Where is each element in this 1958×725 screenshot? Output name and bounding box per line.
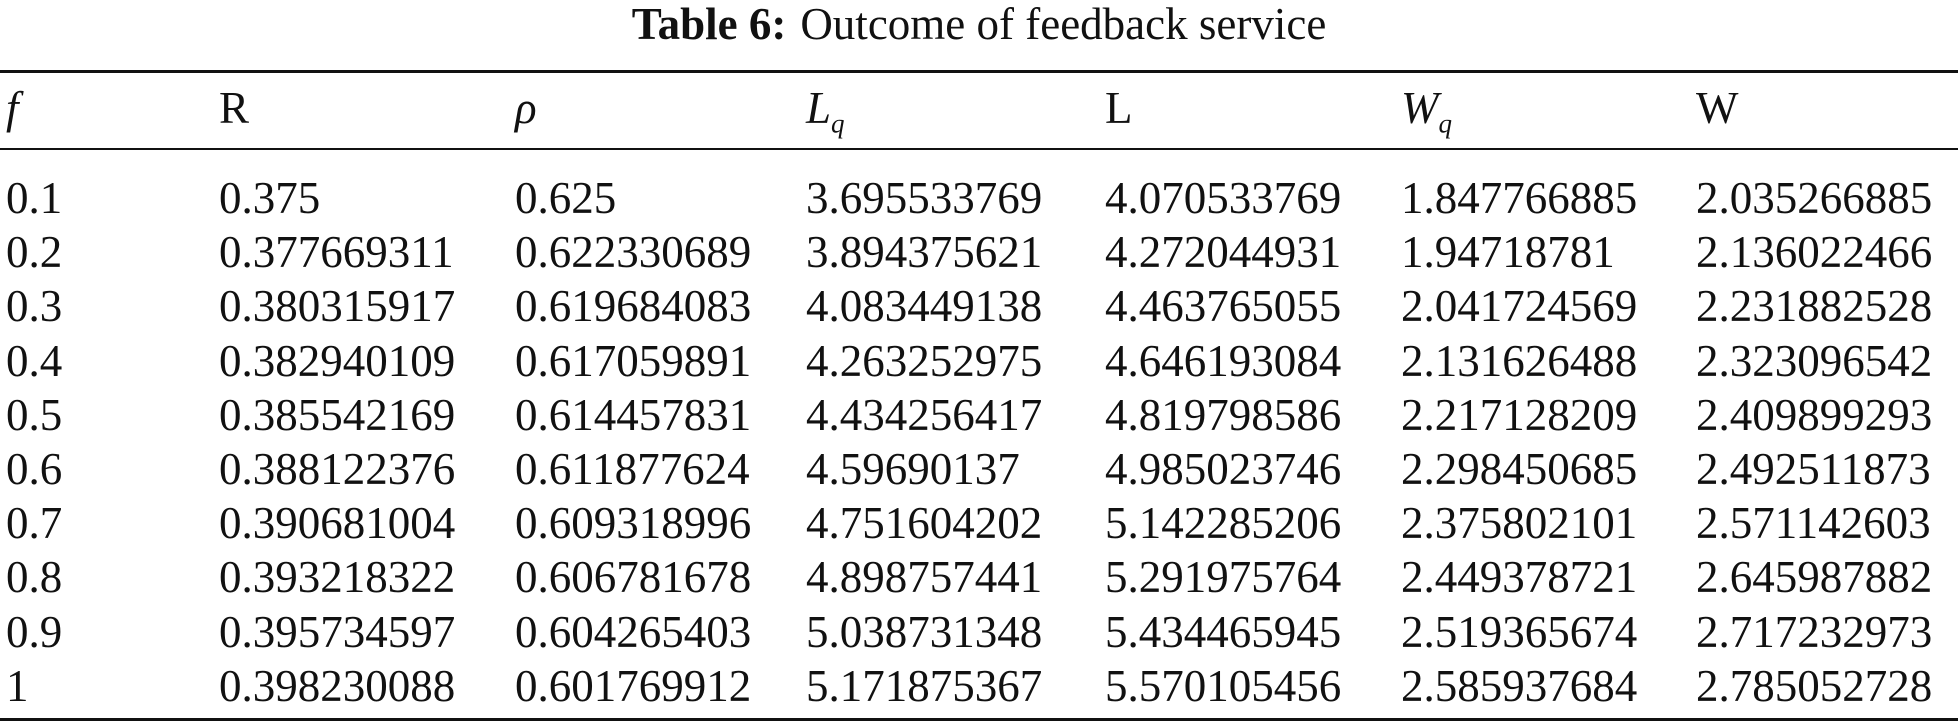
table-cell: 0.614457831: [515, 389, 752, 440]
header-subscript: q: [1438, 108, 1453, 139]
header-text: ρ: [515, 83, 537, 133]
header-cell: R: [219, 86, 249, 131]
table-cell: 2.041724569: [1401, 281, 1638, 332]
table-cell: 0.380315917: [219, 281, 456, 332]
table-cell: 0.377669311: [219, 227, 454, 278]
header-cell: Lq: [806, 86, 845, 137]
header-rule: [0, 148, 1958, 150]
table-cell: 2.519365674: [1401, 606, 1638, 657]
table-cell: 0.393218322: [219, 552, 456, 603]
table-cell: 1.94718781: [1401, 227, 1615, 278]
table-cell: 4.434256417: [806, 389, 1043, 440]
table-cell: 2.571142603: [1696, 498, 1931, 549]
table-cell: 2.449378721: [1401, 552, 1638, 603]
table-cell: 0.601769912: [515, 660, 752, 711]
table-cell: 4.985023746: [1105, 444, 1342, 494]
table-cell: 4.898757441: [806, 552, 1043, 603]
header-text: W: [1696, 83, 1739, 133]
table-cell: 0.1: [6, 173, 63, 223]
table-cell: 0.375: [219, 173, 321, 223]
table-cell: 0.611877624: [515, 444, 750, 494]
table-cell: 2.217128209: [1401, 389, 1638, 440]
table-cell: 5.570105456: [1105, 660, 1342, 711]
table-cell: 4.263252975: [806, 335, 1043, 386]
header-cell: L: [1105, 86, 1133, 131]
table-cell: 0.4: [6, 335, 63, 386]
table-cell: 5.434465945: [1105, 606, 1342, 657]
table-cell: 5.291975764: [1105, 552, 1342, 603]
bottom-rule: [0, 718, 1958, 721]
table-cell: 4.646193084: [1105, 335, 1342, 386]
table-cell: 2.492511873: [1696, 444, 1931, 494]
table-cell: 4.819798586: [1105, 389, 1342, 440]
header-text: R: [219, 83, 250, 133]
table-cell: 0.6: [6, 444, 63, 494]
table-cell: 4.070533769: [1105, 173, 1342, 223]
table-cell: 2.375802101: [1401, 498, 1638, 549]
table-cell: 0.388122376: [219, 444, 456, 494]
table-cell: 5.171875367: [806, 660, 1043, 711]
table-cell: 2.131626488: [1401, 335, 1638, 386]
table-cell: 2.136022466: [1696, 227, 1933, 278]
table-cell: 5.142285206: [1105, 498, 1342, 549]
table-cell: 2.717232973: [1696, 606, 1933, 657]
table-cell: 0.3: [6, 281, 63, 332]
top-rule: [0, 70, 1958, 73]
table-cell: 0.8: [6, 552, 63, 603]
table-cell: 4.272044931: [1105, 227, 1342, 278]
table-cell: 2.585937684: [1401, 660, 1638, 711]
table-cell: 0.625: [515, 173, 617, 223]
header-text: f: [6, 83, 19, 133]
table-cell: 2.035266885: [1696, 173, 1933, 223]
table-cell: 2.785052728: [1696, 660, 1933, 711]
caption: Table 6: Outcome of feedback service: [0, 2, 1958, 47]
table-cell: 5.038731348: [806, 606, 1043, 657]
table-cell: 1: [6, 660, 29, 711]
table-cell: 2.298450685: [1401, 444, 1638, 494]
table-cell: 0.7: [6, 498, 63, 549]
table-cell: 2.323096542: [1696, 335, 1933, 386]
table-cell: 4.463765055: [1105, 281, 1342, 332]
table-cell: 0.390681004: [219, 498, 456, 549]
header-cell: f: [6, 86, 19, 131]
table-cell: 0.604265403: [515, 606, 752, 657]
table-cell: 0.9: [6, 606, 63, 657]
table-cell: 4.083449138: [806, 281, 1043, 332]
table-cell: 3.695533769: [806, 173, 1043, 223]
header-text: L: [806, 83, 832, 133]
header-cell: ρ: [515, 86, 537, 131]
table-cell: 4.751604202: [806, 498, 1043, 549]
header-subscript: q: [831, 108, 845, 139]
table-cell: 0.622330689: [515, 227, 752, 278]
table-cell: 2.231882528: [1696, 281, 1933, 332]
table-cell: 2.645987882: [1696, 552, 1933, 603]
table-cell: 4.59690137: [806, 444, 1020, 494]
table-cell: 0.5: [6, 389, 63, 440]
table-cell: 0.395734597: [219, 606, 456, 657]
caption-text: Outcome of feedback service: [800, 0, 1327, 49]
table-cell: 0.2: [6, 227, 63, 278]
table-cell: 3.894375621: [806, 227, 1043, 278]
table-cell: 2.409899293: [1696, 389, 1933, 440]
table-cell: 0.606781678: [515, 552, 752, 603]
table-cell: 0.617059891: [515, 335, 752, 386]
header-text: L: [1105, 83, 1133, 133]
table-cell: 0.385542169: [219, 389, 456, 440]
header-text: W: [1401, 83, 1439, 133]
table-cell: 0.619684083: [515, 281, 752, 332]
table-cell: 0.398230088: [219, 660, 456, 711]
caption-label: Table 6:: [631, 0, 787, 49]
header-cell: Wq: [1401, 86, 1452, 137]
table-cell: 0.382940109: [219, 335, 456, 386]
header-cell: W: [1696, 86, 1738, 131]
table-cell: 1.847766885: [1401, 173, 1638, 223]
table-cell: 0.609318996: [515, 498, 752, 549]
